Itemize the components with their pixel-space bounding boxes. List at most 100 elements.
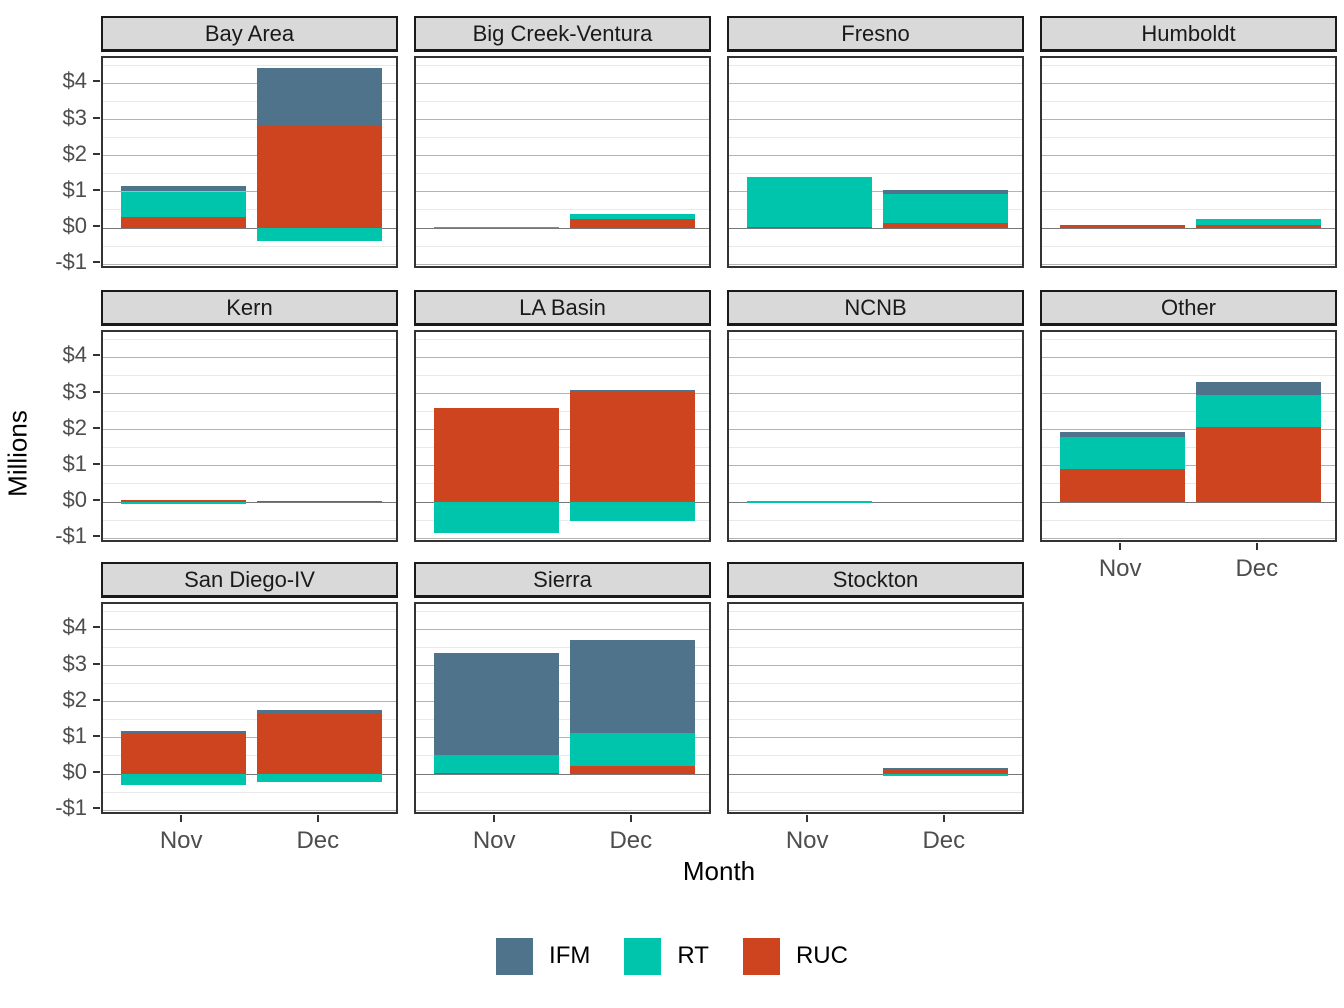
- bar-segment-rt: [1196, 218, 1321, 226]
- major-gridline: [416, 701, 709, 703]
- minor-gridline: [1042, 483, 1335, 485]
- minor-gridline: [103, 411, 396, 413]
- zero-gridline: [1042, 227, 1335, 229]
- minor-gridline: [729, 755, 1022, 757]
- y-axis-tick-label: -$1: [55, 795, 87, 821]
- bar-segment-rt: [570, 732, 695, 767]
- legend-item-label: IFM: [549, 942, 591, 969]
- minor-gridline: [416, 447, 709, 449]
- x-axis-tick-label: Dec: [922, 827, 966, 854]
- bar-segment-ruc: [1060, 225, 1185, 228]
- major-gridline: [416, 665, 709, 666]
- major-gridline: [103, 701, 396, 703]
- major-gridline: [103, 263, 396, 265]
- major-gridline: [1042, 155, 1335, 157]
- major-gridline: [416, 263, 709, 265]
- legend-key-swatch: [496, 937, 534, 975]
- legend-item-label: RT: [677, 942, 709, 969]
- minor-gridline: [1042, 374, 1335, 376]
- bar-segment-rt: [883, 193, 1008, 224]
- minor-gridline: [1042, 411, 1335, 413]
- x-axis-tick: [493, 815, 496, 822]
- minor-gridline: [416, 683, 709, 685]
- zero-gridline: [416, 773, 709, 775]
- y-axis-tick-label: $3: [62, 378, 87, 404]
- minor-gridline: [1042, 338, 1335, 340]
- minor-gridline: [416, 646, 709, 648]
- minor-gridline: [729, 519, 1022, 521]
- facet-title: LA Basin: [519, 294, 606, 320]
- zero-gridline: [103, 773, 396, 775]
- y-axis-tick-label: $2: [62, 686, 87, 712]
- facet-panel: [414, 330, 711, 542]
- y-axis-tick-label: $4: [62, 68, 87, 94]
- major-gridline: [1042, 356, 1335, 358]
- x-axis-tick: [1119, 543, 1122, 550]
- bar-segment-ifm: [1060, 432, 1185, 437]
- major-gridline: [729, 665, 1022, 666]
- y-axis-tick: [93, 188, 100, 191]
- bar-segment-ruc: [257, 712, 382, 774]
- bar-segment-ruc: [434, 408, 559, 503]
- zero-gridline: [416, 501, 709, 503]
- y-axis-tick: [93, 535, 100, 538]
- facet-panel: [727, 602, 1024, 814]
- facet-title: Kern: [226, 294, 273, 320]
- bar-segment-ruc: [434, 772, 559, 775]
- x-axis-tick-label: Dec: [609, 827, 653, 854]
- bar-segment-ifm: [570, 389, 695, 393]
- minor-gridline: [103, 447, 396, 449]
- major-gridline: [729, 82, 1022, 84]
- minor-gridline: [729, 719, 1022, 721]
- minor-gridline: [416, 755, 709, 757]
- y-axis-tick: [93, 354, 100, 357]
- bar-segment-ifm: [570, 639, 695, 733]
- bar-segment-ruc: [257, 500, 382, 503]
- x-axis-tick-label: Dec: [1235, 555, 1279, 582]
- facet-strip: NCNB: [727, 290, 1024, 326]
- bar-segment-ifm: [883, 189, 1008, 194]
- bar-segment-rt: [121, 502, 246, 504]
- minor-gridline: [103, 374, 396, 376]
- bar-segment-ruc: [570, 392, 695, 503]
- major-gridline: [103, 155, 396, 157]
- bar-segment-ruc: [257, 125, 382, 228]
- zero-gridline: [103, 227, 396, 229]
- facet-strip: Humboldt: [1040, 16, 1337, 52]
- major-gridline: [103, 737, 396, 739]
- facet-title: Stockton: [832, 566, 919, 592]
- minor-gridline: [416, 137, 709, 139]
- major-gridline: [416, 429, 709, 431]
- bar-segment-rt: [121, 191, 246, 217]
- y-axis-tick-label: $3: [62, 650, 87, 676]
- major-gridline: [1042, 263, 1335, 265]
- major-gridline: [1042, 393, 1335, 394]
- y-axis-tick: [93, 499, 100, 502]
- bar-segment-rt: [257, 774, 382, 782]
- major-gridline: [103, 465, 396, 467]
- minor-gridline: [729, 137, 1022, 139]
- major-gridline: [1042, 82, 1335, 84]
- y-axis-tick: [93, 225, 100, 228]
- bar-segment-ruc: [747, 226, 872, 229]
- bar-segment-ifm: [1196, 382, 1321, 395]
- minor-gridline: [416, 173, 709, 175]
- minor-gridline: [416, 100, 709, 102]
- bar-segment-ifm: [883, 767, 1008, 769]
- facet-panel: [1040, 330, 1337, 542]
- major-gridline: [103, 82, 396, 84]
- y-axis-tick-label: $1: [62, 450, 87, 476]
- y-axis-tick: [93, 462, 100, 465]
- minor-gridline: [103, 483, 396, 485]
- minor-gridline: [103, 338, 396, 340]
- minor-gridline: [729, 646, 1022, 648]
- bar-segment-rt: [570, 214, 695, 219]
- bar-segment-ruc: [121, 216, 246, 229]
- minor-gridline: [729, 338, 1022, 340]
- bar-segment-rt: [883, 774, 1008, 776]
- minor-gridline: [416, 209, 709, 211]
- minor-gridline: [1042, 209, 1335, 211]
- y-axis-tick-label: $1: [62, 722, 87, 748]
- minor-gridline: [729, 483, 1022, 485]
- y-axis-tick: [93, 626, 100, 629]
